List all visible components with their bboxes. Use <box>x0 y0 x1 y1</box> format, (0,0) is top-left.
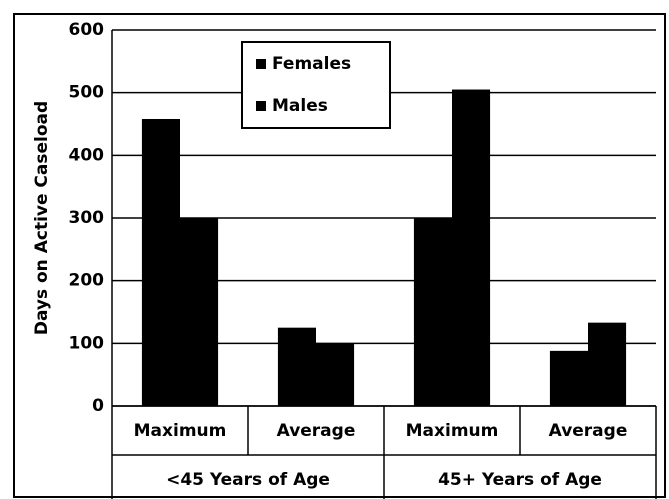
bar <box>277 327 316 406</box>
y-tick-label: 0 <box>92 396 104 416</box>
y-axis-label: Days on Active Caseload <box>32 101 52 335</box>
y-tick-label: 400 <box>69 145 105 165</box>
legend-box <box>241 41 391 129</box>
y-tick-label: 600 <box>69 20 105 40</box>
y-tick-label: 300 <box>69 208 105 228</box>
group-label: 45+ Years of Age <box>438 470 602 490</box>
bar <box>588 322 627 406</box>
y-tick-label: 500 <box>69 83 105 103</box>
bar <box>180 218 219 406</box>
x-tick-label: Average <box>549 421 628 441</box>
frame <box>13 13 666 498</box>
legend-label: Males <box>272 96 328 116</box>
bar <box>316 343 355 406</box>
bar <box>452 89 491 407</box>
y-tick-label: 100 <box>69 333 105 353</box>
legend-swatch <box>256 101 266 111</box>
bar <box>413 218 452 406</box>
x-tick-label: Maximum <box>134 421 227 441</box>
x-tick-label: Average <box>277 421 356 441</box>
group-label: <45 Years of Age <box>166 470 330 490</box>
legend-label: Females <box>272 54 351 74</box>
legend-swatch <box>256 59 266 69</box>
y-tick-label: 200 <box>69 271 105 291</box>
bar <box>141 118 180 406</box>
x-tick-label: Maximum <box>406 421 499 441</box>
bar <box>549 350 588 406</box>
